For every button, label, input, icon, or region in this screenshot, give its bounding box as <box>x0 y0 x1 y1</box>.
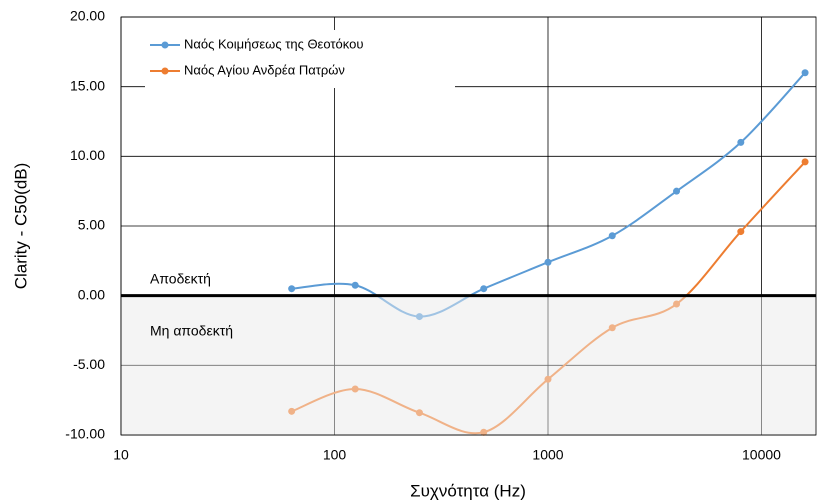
x-tick-label: 10 <box>113 447 129 463</box>
data-point <box>737 228 745 236</box>
x-tick-label: 1000 <box>532 447 563 463</box>
legend-label: Ναός Αγίου Ανδρέα Πατρών <box>184 62 345 77</box>
legend: Ναός Κοιμήσεως της Θεοτόκου Ναός Αγίου Αν… <box>145 30 455 88</box>
y-tick-label: -5.00 <box>73 356 105 372</box>
y-tick-label: 10.00 <box>70 147 105 163</box>
data-point <box>608 324 616 332</box>
x-axis-label: Συχνότητα (Hz) <box>410 481 526 500</box>
y-tick-label: 0.00 <box>78 286 105 302</box>
data-point <box>288 285 296 293</box>
data-point <box>480 428 488 436</box>
legend-box <box>145 30 455 88</box>
annotation: Μη αποδεκτή <box>150 322 233 338</box>
data-point <box>544 375 552 383</box>
data-point <box>415 313 423 321</box>
data-point <box>737 138 745 146</box>
data-point <box>415 409 423 417</box>
region-overlay <box>121 295 816 435</box>
data-point <box>801 158 809 166</box>
data-point <box>288 407 296 415</box>
x-tick-label: 100 <box>323 447 347 463</box>
data-point <box>480 285 488 293</box>
data-point <box>544 258 552 266</box>
legend-marker <box>161 41 169 49</box>
data-point <box>801 69 809 77</box>
y-tick-label: 15.00 <box>70 77 105 93</box>
x-tick-label: 10000 <box>742 447 781 463</box>
y-tick-label: -10.00 <box>65 426 105 442</box>
legend-label: Ναός Κοιμήσεως της Θεοτόκου <box>184 36 363 51</box>
data-point <box>351 281 359 289</box>
legend-marker <box>161 67 169 75</box>
data-point <box>673 187 681 195</box>
y-axis-label: Clarity - C50(dB) <box>11 163 30 290</box>
data-point <box>673 300 681 308</box>
data-point <box>608 232 616 240</box>
plot-border <box>120 16 817 436</box>
data-point <box>351 385 359 393</box>
annotation: Αποδεκτή <box>150 270 211 286</box>
y-tick-label: 5.00 <box>78 217 105 233</box>
y-tick-label: 20.00 <box>70 8 105 24</box>
